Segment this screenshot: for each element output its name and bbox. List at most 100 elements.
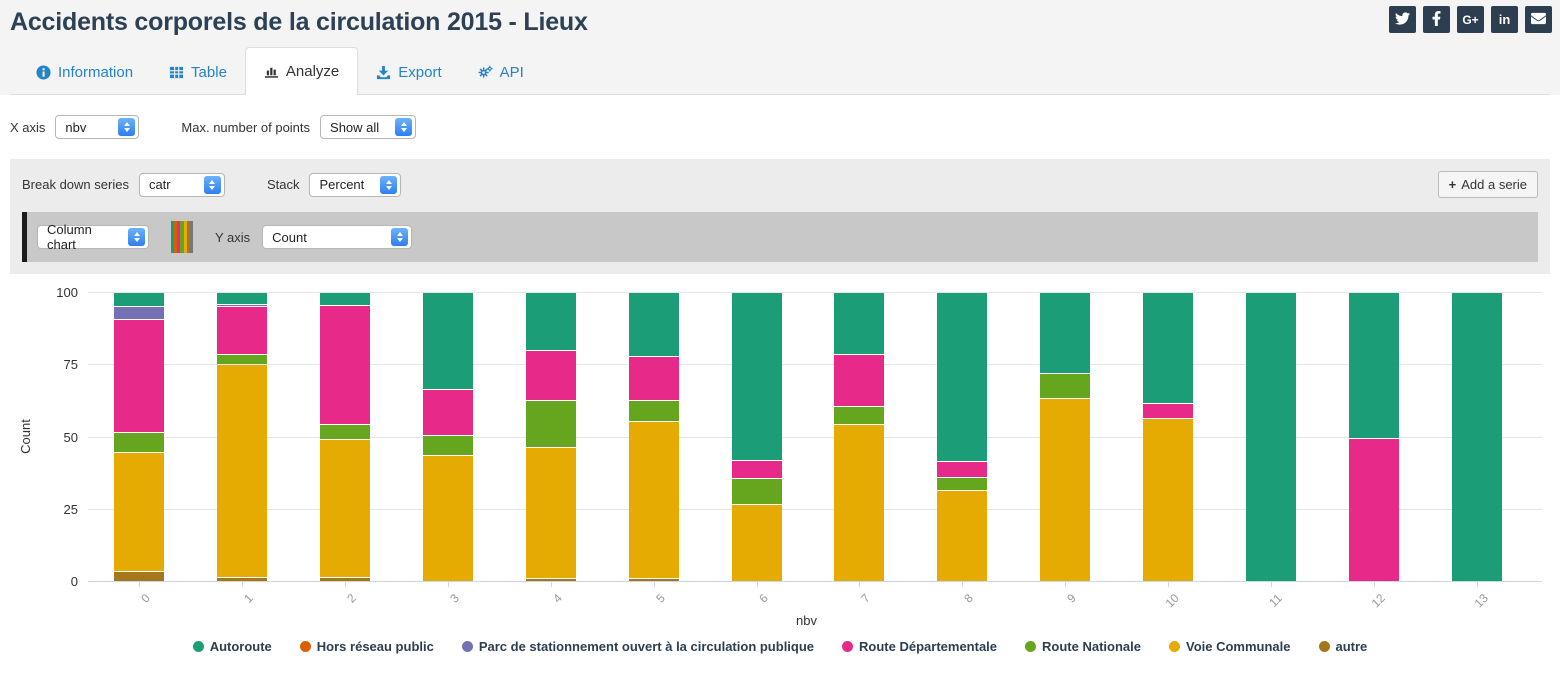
bar-segment[interactable]: [834, 355, 885, 407]
y-gridline: [88, 364, 1542, 366]
bar-segment[interactable]: [834, 407, 885, 424]
bar-segment[interactable]: [320, 293, 371, 306]
legend-marker-icon: [1318, 641, 1330, 652]
bar-segment[interactable]: [731, 293, 782, 460]
bar-segment[interactable]: [217, 365, 268, 577]
bar-segment[interactable]: [731, 479, 782, 505]
bar-segment[interactable]: [525, 447, 576, 579]
series-config-panel: Break down series catr Stack Percent + A…: [10, 159, 1550, 274]
max-points-label: Max. number of points: [181, 119, 311, 135]
bar-segment[interactable]: [114, 453, 165, 571]
tab-api[interactable]: API: [460, 52, 542, 94]
tab-analyze[interactable]: Analyze: [244, 47, 359, 95]
bar-segment[interactable]: [1040, 398, 1091, 581]
bar-segment[interactable]: [114, 293, 165, 307]
select-stepper-icon: [395, 118, 413, 136]
legend-item[interactable]: Route Nationale: [1025, 639, 1141, 654]
legend-label: Autoroute: [209, 639, 272, 654]
select-stepper-icon: [380, 175, 398, 194]
bar-segment[interactable]: [217, 307, 268, 355]
x-axis-select[interactable]: nbv: [55, 115, 140, 139]
x-axis-line: [88, 581, 1542, 582]
bar-chart-icon: [264, 64, 279, 79]
bar-segment[interactable]: [937, 477, 988, 490]
legend-item[interactable]: Hors réseau public: [299, 639, 434, 654]
legend-item[interactable]: Route Départementale: [842, 639, 997, 654]
bar-segment[interactable]: [423, 389, 473, 436]
bar-segment[interactable]: [1348, 293, 1399, 438]
bar-segment[interactable]: [937, 462, 988, 477]
bar-segment[interactable]: [1040, 373, 1091, 398]
serie-row: Column chart Y axis Count: [22, 212, 1538, 262]
linkedin-share-button[interactable]: in: [1491, 6, 1518, 33]
x-axis-tick: [1270, 582, 1272, 587]
legend-marker-icon: [842, 641, 854, 652]
y-axis-tick-label: 50: [63, 429, 78, 445]
bar-segment[interactable]: [834, 424, 885, 581]
chart-type-select[interactable]: Column chart: [37, 222, 149, 252]
bar-segment[interactable]: [628, 401, 679, 421]
bar-segment[interactable]: [628, 421, 679, 579]
y-gridline: [88, 292, 1542, 293]
bar-segment[interactable]: [114, 433, 165, 453]
bar-segment[interactable]: [114, 320, 165, 433]
bar-segment[interactable]: [217, 577, 268, 581]
y-axis-select[interactable]: Count: [262, 225, 413, 249]
tab-information[interactable]: Information: [18, 52, 151, 94]
bar-segment[interactable]: [525, 293, 576, 350]
bar-segment[interactable]: [1143, 418, 1193, 581]
bar-segment[interactable]: [834, 293, 885, 355]
bar-segment[interactable]: [1040, 293, 1091, 373]
bar-segment[interactable]: [1245, 293, 1296, 581]
bar-segment[interactable]: [525, 350, 576, 401]
legend-item[interactable]: autre: [1318, 639, 1367, 654]
social-buttons: G+ in: [1389, 6, 1552, 33]
bar-segment[interactable]: [114, 307, 165, 320]
facebook-share-button[interactable]: [1423, 6, 1450, 33]
tab-export[interactable]: Export: [358, 52, 459, 94]
email-share-button[interactable]: [1525, 6, 1552, 33]
twitter-share-button[interactable]: [1389, 6, 1416, 33]
bar-column: [1245, 292, 1296, 581]
breakdown-select[interactable]: catr: [138, 172, 225, 197]
legend-item[interactable]: Autoroute: [192, 639, 272, 654]
bar-segment[interactable]: [217, 293, 268, 304]
bar-segment[interactable]: [320, 424, 371, 440]
google-plus-share-button[interactable]: G+: [1457, 6, 1484, 33]
bar-segment[interactable]: [423, 456, 473, 581]
stack-select[interactable]: Percent: [309, 172, 402, 197]
bar-segment[interactable]: [1451, 293, 1502, 581]
add-serie-button[interactable]: + Add a serie: [1437, 171, 1538, 198]
bar-segment[interactable]: [423, 436, 473, 456]
bar-segment[interactable]: [1143, 404, 1193, 418]
y-axis-tick-label: 25: [63, 501, 78, 517]
x-axis-tick: [139, 582, 141, 587]
bar-segment[interactable]: [731, 460, 782, 479]
bar-segment[interactable]: [1348, 438, 1399, 581]
stacked-column-chart: 0 25 50 75 100 Count 0 1 2 3 4 5 6 7 8 9 10 11 12 13 nbv Auto…: [0, 278, 1560, 676]
bar-segment[interactable]: [525, 579, 576, 581]
legend-item[interactable]: Voie Communale: [1168, 639, 1291, 654]
bar-segment[interactable]: [217, 304, 268, 307]
bar-column: [423, 292, 473, 581]
legend-item[interactable]: Parc de stationnement ouvert à la circul…: [461, 639, 814, 654]
bar-segment[interactable]: [423, 293, 473, 389]
bar-segment[interactable]: [937, 293, 988, 462]
bar-segment[interactable]: [114, 571, 165, 581]
bar-segment[interactable]: [1143, 293, 1193, 404]
bar-segment[interactable]: [320, 440, 371, 577]
bar-segment[interactable]: [937, 490, 988, 581]
bar-segment[interactable]: [628, 579, 679, 581]
bar-segment[interactable]: [320, 577, 371, 581]
tab-table[interactable]: Table: [151, 52, 245, 94]
bar-segment[interactable]: [217, 355, 268, 365]
bar-column: [1143, 292, 1193, 581]
color-palette-icon[interactable]: [171, 221, 193, 253]
bar-segment[interactable]: [628, 356, 679, 401]
bar-segment[interactable]: [731, 505, 782, 581]
bar-segment[interactable]: [628, 293, 679, 356]
x-axis-tick: [1168, 582, 1169, 587]
bar-segment[interactable]: [320, 306, 371, 424]
bar-segment[interactable]: [525, 401, 576, 447]
max-points-select[interactable]: Show all: [320, 115, 417, 139]
